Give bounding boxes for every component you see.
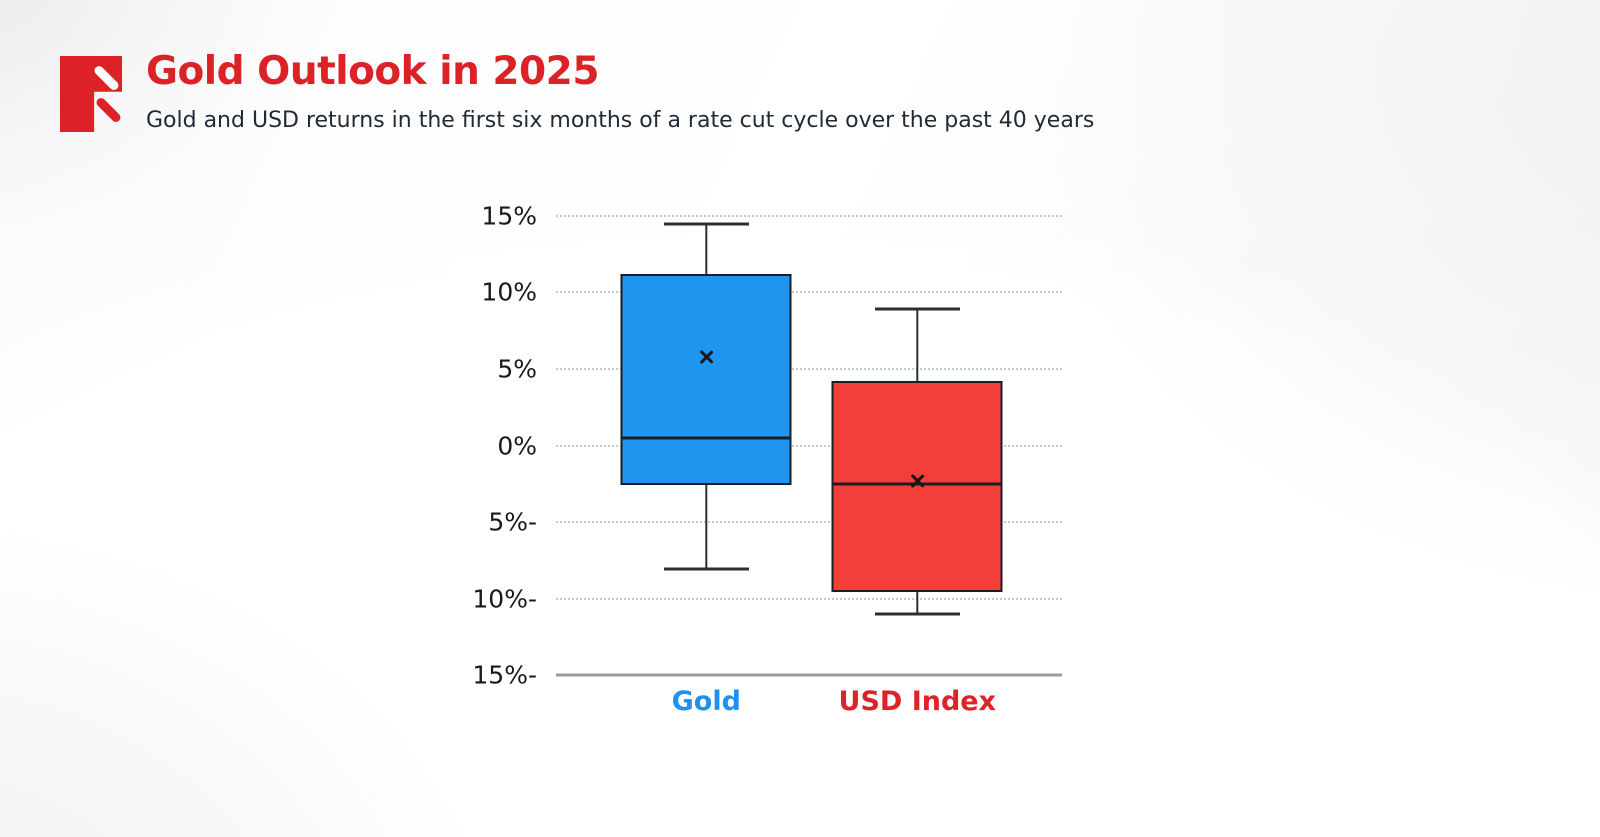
gold-max-cap: [663, 222, 749, 226]
x-axis-line: [556, 673, 1062, 677]
gridline: [556, 291, 1062, 294]
usd-index-max-cap: [874, 307, 960, 311]
y-tick-label: 5%: [497, 354, 537, 384]
gold-box: [620, 274, 792, 486]
y-tick-label: 10%-: [472, 584, 537, 613]
usd-index-axis-label: USD Index: [838, 686, 997, 717]
usd-index-series: [831, 216, 1003, 675]
gridline: [556, 597, 1062, 600]
gold-median-line: [620, 436, 792, 440]
header: Gold Outlook in 2025 Gold and USD return…: [60, 49, 1095, 133]
usd-index-upper-whisker: [916, 309, 919, 382]
page-title: Gold Outlook in 2025: [146, 49, 599, 94]
gold-lower-whisker: [705, 485, 708, 570]
gridline: [556, 520, 1062, 523]
y-axis-tick-labels: 15% 10% 5% 0% 5%- 10%- 15%-: [420, 202, 537, 690]
usd-index-mean-x-marker: [908, 472, 926, 490]
gold-mean-x-marker: [697, 348, 715, 366]
y-tick-label: 15%: [481, 201, 537, 231]
brand-logo-icon: [60, 56, 123, 132]
usd-index-lower-whisker: [916, 592, 919, 614]
gridline: [556, 215, 1062, 217]
gold-series: [620, 216, 792, 675]
page-subtitle: Gold and USD returns in the first six mo…: [146, 107, 1095, 133]
y-tick-label: 15%-: [472, 660, 537, 690]
y-tick-label: 10%: [481, 277, 537, 307]
usd-index-min-cap: [874, 612, 960, 616]
gold-upper-whisker: [705, 223, 708, 275]
logo-red-slash-icon: [94, 96, 123, 124]
y-tick-label: 0%: [497, 431, 537, 460]
gridline: [556, 367, 1062, 370]
boxplot-chart: Gold USD Index: [556, 215, 1062, 717]
title-block: Gold Outlook in 2025 Gold and USD return…: [146, 49, 1095, 133]
gridline: [556, 444, 1062, 447]
gold-min-cap: [663, 567, 749, 571]
gold-axis-label: Gold: [671, 686, 741, 717]
y-tick-label: 5%-: [488, 507, 537, 537]
